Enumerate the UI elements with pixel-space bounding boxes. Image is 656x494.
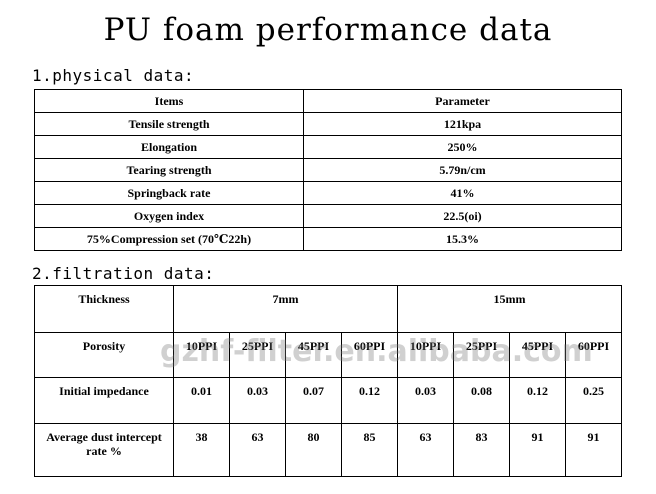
impedance-cell: 0.12 — [509, 377, 566, 424]
dust-cell: 38 — [173, 423, 230, 477]
dust-cell: 63 — [229, 423, 286, 477]
porosity-label: Porosity — [34, 332, 174, 378]
items-header: Items — [34, 89, 304, 113]
porosity-cell: 25PPI — [453, 332, 510, 378]
dust-cell: 80 — [285, 423, 342, 477]
parameter-cell: 22.5(oi) — [303, 204, 622, 228]
item-cell: Tensile strength — [34, 112, 304, 136]
item-cell: 75%Compression set (70℃22h) — [34, 227, 304, 251]
table-row: Tensile strength 121kpa — [34, 112, 622, 136]
impedance-cell: 0.03 — [229, 377, 286, 424]
parameter-header: Parameter — [303, 89, 622, 113]
dust-cell: 91 — [565, 423, 622, 477]
impedance-cell: 0.25 — [565, 377, 622, 424]
porosity-cell: 45PPI — [285, 332, 342, 378]
parameter-cell: 41% — [303, 181, 622, 205]
table-row: Springback rate 41% — [34, 181, 622, 205]
table-row: Elongation 250% — [34, 135, 622, 159]
porosity-cell: 60PPI — [341, 332, 398, 378]
porosity-cell: 10PPI — [173, 332, 230, 378]
table-row: Tearing strength 5.79n/cm — [34, 158, 622, 182]
porosity-cell: 10PPI — [397, 332, 454, 378]
impedance-cell: 0.03 — [397, 377, 454, 424]
item-cell: Elongation — [34, 135, 304, 159]
porosity-cell: 45PPI — [509, 332, 566, 378]
item-cell: Springback rate — [34, 181, 304, 205]
table-header-row: Items Parameter — [34, 89, 622, 113]
physical-data-table: Items Parameter Tensile strength 121kpa … — [34, 89, 622, 251]
thickness-7mm: 7mm — [173, 285, 398, 333]
filtration-data-heading: 2.filtration data: — [32, 264, 215, 283]
item-cell: Tearing strength — [34, 158, 304, 182]
porosity-cell: 25PPI — [229, 332, 286, 378]
parameter-cell: 5.79n/cm — [303, 158, 622, 182]
dust-cell: 91 — [509, 423, 566, 477]
table-row: 75%Compression set (70℃22h) 15.3% — [34, 227, 622, 251]
dust-cell: 85 — [341, 423, 398, 477]
porosity-cell: 60PPI — [565, 332, 622, 378]
porosity-row: Porosity 10PPI 25PPI 45PPI 60PPI 10PPI 2… — [34, 332, 622, 378]
dust-cell: 83 — [453, 423, 510, 477]
thickness-15mm: 15mm — [397, 285, 622, 333]
impedance-cell: 0.08 — [453, 377, 510, 424]
item-cell: Oxygen index — [34, 204, 304, 228]
impedance-cell: 0.12 — [341, 377, 398, 424]
impedance-cell: 0.07 — [285, 377, 342, 424]
impedance-row: Initial impedance 0.01 0.03 0.07 0.12 0.… — [34, 377, 622, 424]
parameter-cell: 121kpa — [303, 112, 622, 136]
thickness-row: Thickness 7mm 15mm — [34, 285, 622, 333]
thickness-label: Thickness — [34, 285, 174, 333]
page-title: PU foam performance data — [103, 12, 553, 48]
filtration-data-table: Thickness 7mm 15mm Porosity 10PPI 25PPI … — [34, 285, 622, 477]
dust-intercept-row: Average dust intercept rate % 38 63 80 8… — [34, 423, 622, 477]
dust-cell: 63 — [397, 423, 454, 477]
impedance-cell: 0.01 — [173, 377, 230, 424]
parameter-cell: 250% — [303, 135, 622, 159]
impedance-label: Initial impedance — [34, 377, 174, 424]
physical-data-heading: 1.physical data: — [32, 66, 195, 85]
dust-intercept-label: Average dust intercept rate % — [34, 423, 174, 477]
parameter-cell: 15.3% — [303, 227, 622, 251]
table-row: Oxygen index 22.5(oi) — [34, 204, 622, 228]
